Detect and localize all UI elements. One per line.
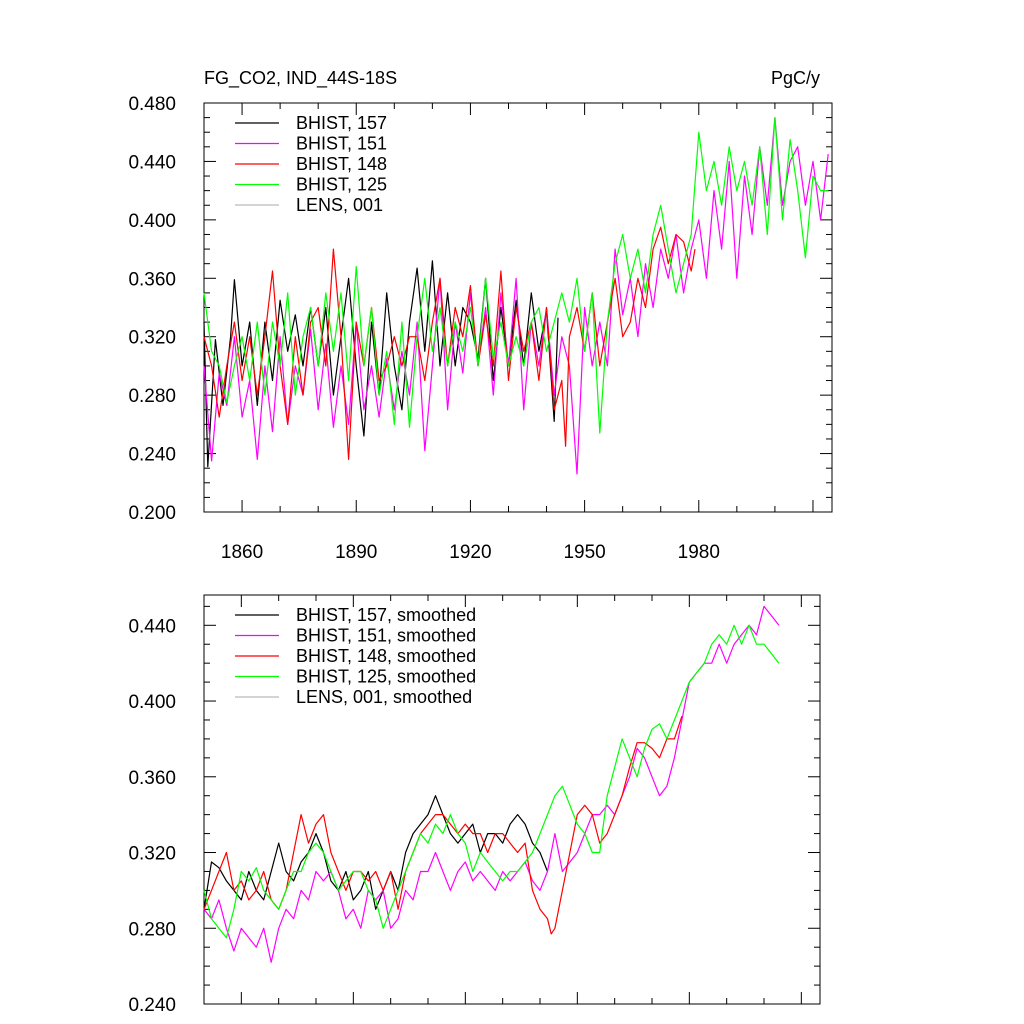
panel2-legend-label: BHIST, 148, smoothed (296, 646, 476, 666)
panel1-legend-label: BHIST, 157 (296, 113, 387, 133)
panel1-y-tick-label: 0.440 (128, 152, 176, 173)
units-label: PgC/y (771, 68, 820, 88)
panel1-x-tick-label: 1920 (449, 542, 491, 563)
panel1-x-tick-label: 1860 (221, 542, 263, 563)
panel1-x-tick-label: 1950 (563, 542, 605, 563)
panel1-legend-label: BHIST, 148 (296, 154, 387, 174)
panel2-series-line-3 (203, 716, 683, 935)
panel1-y-tick-label: 0.200 (128, 503, 176, 524)
panel2-series-line-2 (203, 605, 780, 963)
panel2-legend-label: BHIST, 125, smoothed (296, 667, 476, 687)
panel1-y-tick-label: 0.480 (128, 94, 176, 115)
panel1-y-tick-label: 0.240 (128, 445, 176, 466)
panel1-series-line-1 (203, 260, 559, 468)
panel2-y-tick-label: 0.440 (128, 616, 176, 637)
panel2-legend-label: BHIST, 151, smoothed (296, 626, 476, 646)
bottom-panel: 0.240 0.280 0.320 0.360 0.400 0.440 BHIST, 157… (128, 594, 821, 1016)
panel2-y-tick-label: 0.320 (128, 844, 176, 865)
panel1-legend-label: BHIST, 125 (296, 175, 387, 195)
chart-title: FG_CO2, IND_44S-18S (204, 68, 397, 89)
panel2-y-tick-label: 0.400 (128, 692, 176, 713)
panel1-y-tick-label: 0.280 (128, 386, 176, 407)
panel2-plot-frame (203, 594, 821, 1005)
panel2-y-tick-label: 0.360 (128, 768, 176, 789)
panel1-x-tick-label: 1890 (335, 542, 377, 563)
panel2-y-tick-label: 0.280 (128, 919, 176, 940)
panel1-series-line-4 (203, 117, 829, 434)
panel1-series-line-3 (203, 226, 696, 460)
panel1-legend-label: LENS, 001 (296, 195, 383, 215)
panel2-legend-label: BHIST, 157, smoothed (296, 605, 476, 625)
panel1-y-tick-label: 0.360 (128, 269, 176, 290)
panel2-y-tick-label: 0.240 (128, 995, 176, 1016)
top-panel: 0.200 0.240 0.280 0.320 0.360 0.400 0.440 0.480… (128, 94, 833, 563)
panel1-legend-label: BHIST, 151 (296, 134, 387, 154)
panel1-x-tick-label: 1980 (678, 542, 720, 563)
panel1-y-tick-label: 0.320 (128, 328, 176, 349)
panel2-series-line-4 (203, 624, 780, 939)
panel2-legend-label: LENS, 001, smoothed (296, 687, 472, 707)
panel1-y-tick-label: 0.400 (128, 211, 176, 232)
panel2-series-line-1 (203, 795, 549, 910)
